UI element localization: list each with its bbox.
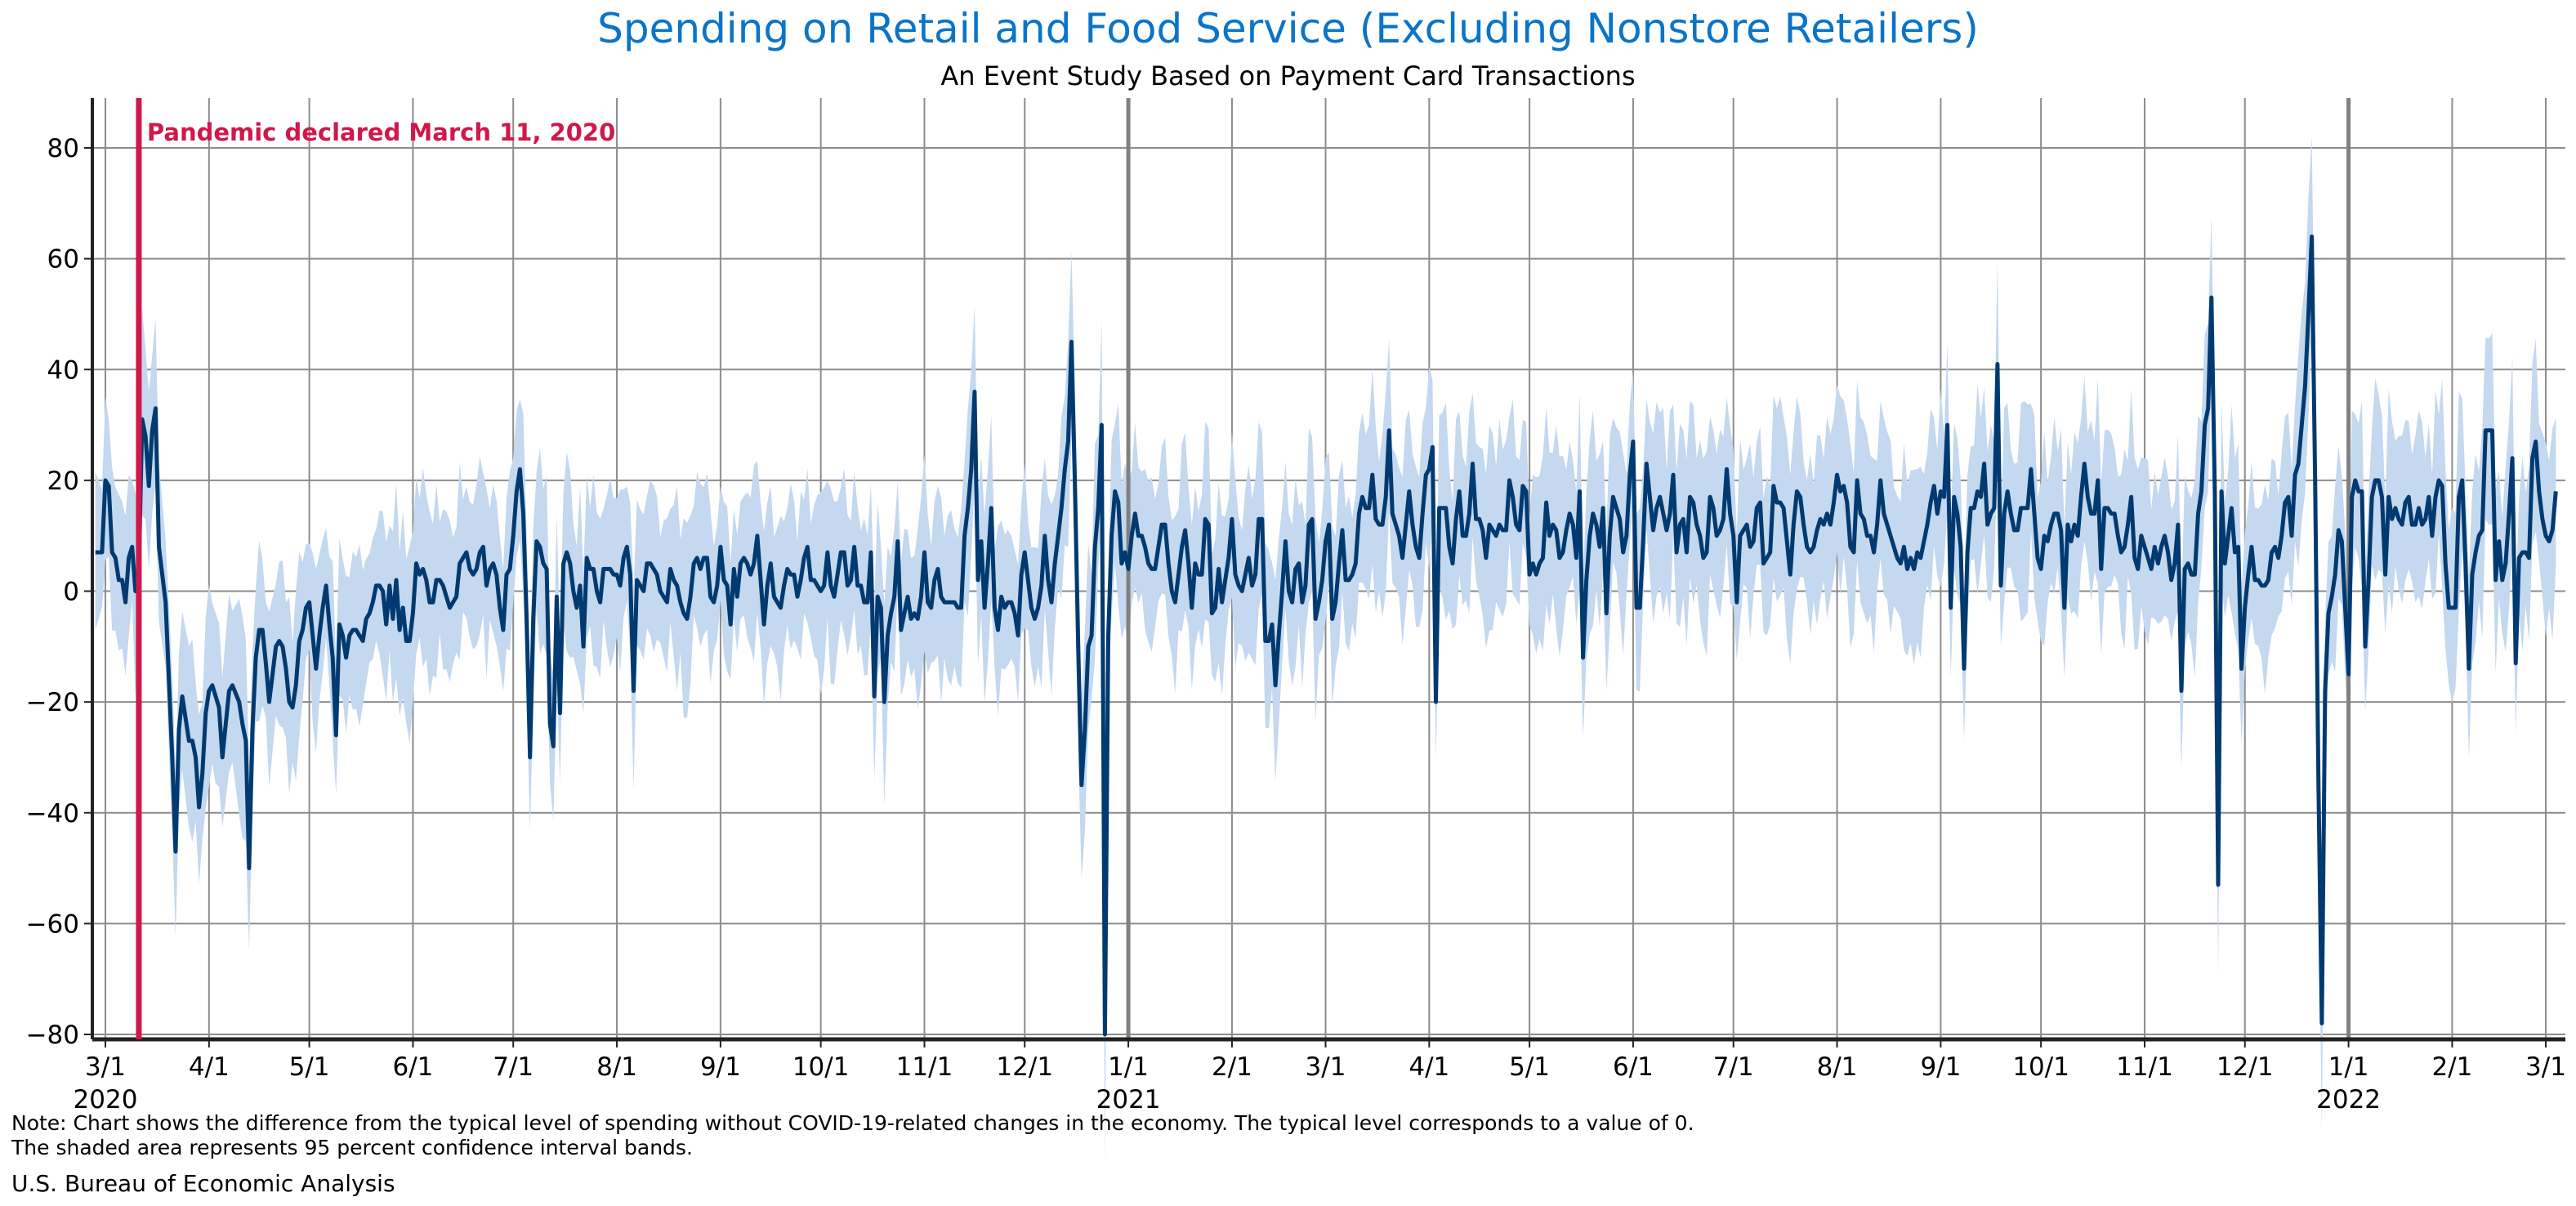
x-year-label: 2021 — [1096, 1085, 1161, 1114]
x-tick-label: 1/1 — [2328, 1052, 2369, 1082]
x-year-label: 2022 — [2316, 1085, 2381, 1114]
confidence-band — [95, 136, 2556, 1164]
chart-note-band: The shaded area represents 95 percent co… — [11, 1136, 693, 1159]
axes: −80 −60 −40 −20 0 20 40 60 80 3/1 2020 4/1 5/1 6/1 7/1… — [26, 98, 2566, 1114]
x-tick-label: 9/1 — [1920, 1052, 1961, 1082]
x-tick-label: 5/1 — [1509, 1052, 1550, 1082]
x-tick-label: 7/1 — [1713, 1052, 1754, 1082]
chart-title: Spending on Retail and Food Service (Exc… — [597, 5, 1979, 52]
x-tick-label: 12/1 — [996, 1052, 1053, 1082]
x-tick-label: 3/1 — [2525, 1052, 2566, 1082]
y-tick-label: 0 — [63, 578, 79, 607]
x-tick-label: 2/1 — [1212, 1052, 1252, 1082]
x-tick-label: 11/1 — [896, 1052, 953, 1082]
x-tick-label: 7/1 — [493, 1052, 534, 1082]
x-tick-label: 8/1 — [596, 1052, 637, 1082]
x-tick-label: 1/1 — [1108, 1052, 1149, 1082]
x-tick-label: 3/1 — [85, 1052, 126, 1082]
y-tick-label: 20 — [47, 467, 79, 496]
x-tick-label: 9/1 — [700, 1052, 741, 1082]
x-tick-label: 6/1 — [1613, 1052, 1654, 1082]
x-tick-label: 12/1 — [2217, 1052, 2274, 1082]
x-tick-label: 4/1 — [1409, 1052, 1449, 1082]
x-tick-label: 10/1 — [792, 1052, 850, 1082]
y-tick-label: 80 — [47, 134, 79, 163]
pandemic-annotation: Pandemic declared March 11, 2020 — [147, 118, 615, 146]
y-tick-label: −40 — [26, 799, 79, 829]
annotation-layer: Pandemic declared March 11, 2020 — [136, 98, 615, 1039]
series-line-layer — [95, 234, 2558, 1037]
x-tick-label: 4/1 — [189, 1052, 230, 1082]
x-year-label: 2020 — [74, 1085, 138, 1114]
y-tick-label: 60 — [47, 245, 79, 275]
y-tick-label: −20 — [26, 688, 79, 717]
y-tick-label: 40 — [47, 355, 79, 385]
x-tick-label: 10/1 — [2012, 1052, 2069, 1082]
x-tick-label: 8/1 — [1817, 1052, 1858, 1082]
x-tick-label: 11/1 — [2116, 1052, 2173, 1082]
x-tick-label: 2/1 — [2431, 1052, 2472, 1082]
x-tick-label: 3/1 — [1306, 1052, 1346, 1082]
y-tick-label: −60 — [26, 909, 79, 939]
spending-series-line — [95, 234, 2558, 1037]
x-tick-label: 5/1 — [289, 1052, 330, 1082]
confidence-band-layer — [95, 136, 2556, 1164]
chart-note: Note: Chart shows the difference from th… — [11, 1111, 1694, 1135]
y-tick-label: −80 — [26, 1021, 79, 1050]
chart-subtitle: An Event Study Based on Payment Card Tra… — [940, 60, 1636, 92]
chart-source: U.S. Bureau of Economic Analysis — [11, 1170, 395, 1197]
x-tick-label: 6/1 — [392, 1052, 433, 1082]
